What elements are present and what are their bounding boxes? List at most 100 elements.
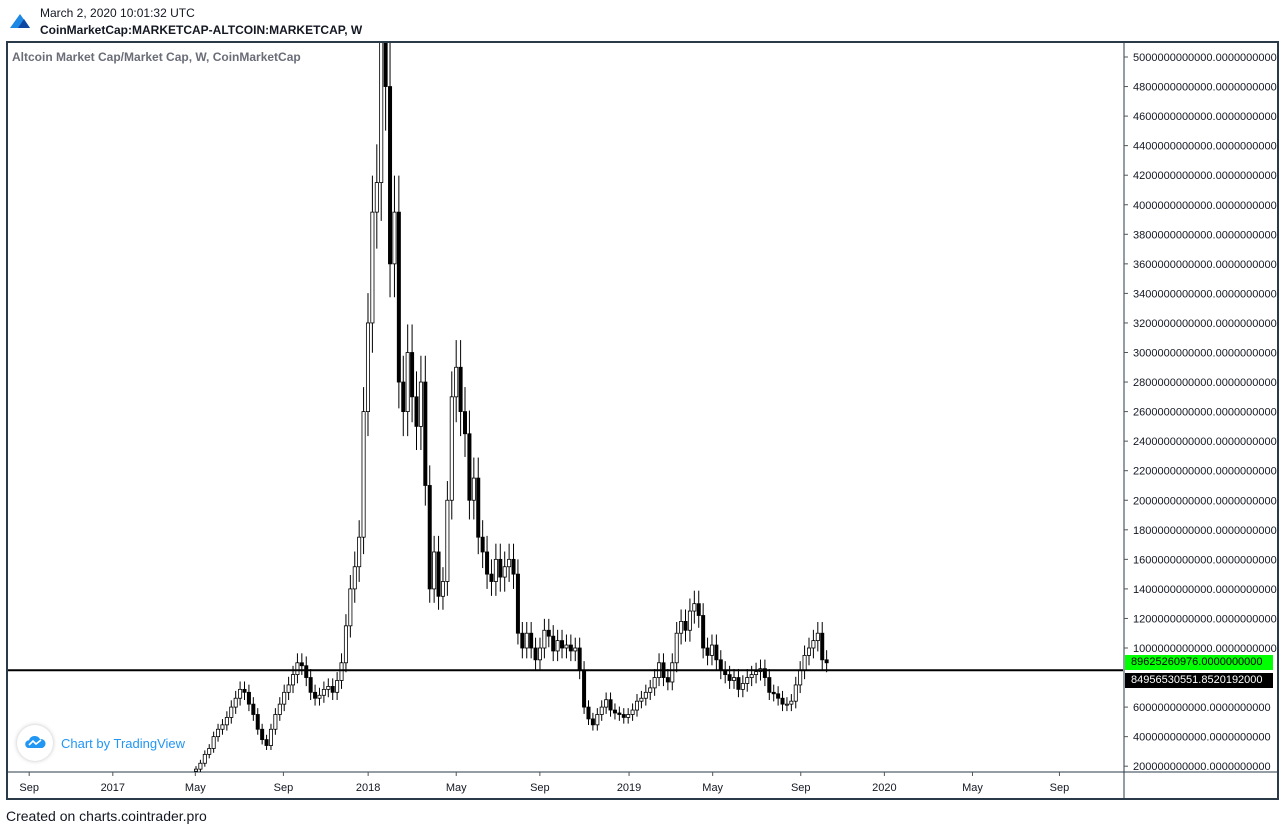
- y-tick-label: 2000000000000.0000000000: [1133, 495, 1277, 507]
- y-tick-label: 1200000000000.0000000000: [1133, 613, 1277, 625]
- x-tick-label: Sep: [530, 782, 550, 794]
- candle-body: [670, 662, 675, 683]
- candle-body: [767, 677, 772, 693]
- candle-body: [630, 709, 635, 715]
- candle-body: [687, 610, 692, 631]
- candle-body: [467, 433, 472, 501]
- candle-body: [648, 687, 653, 693]
- x-tick-label: 2020: [872, 782, 896, 794]
- candle-body: [229, 706, 234, 718]
- candle-body: [418, 381, 423, 427]
- y-tick-label: 2400000000000.0000000000: [1133, 436, 1277, 448]
- candle-body: [692, 603, 697, 612]
- y-tick-label: 5000000000000.0000000000: [1133, 52, 1277, 64]
- candle-body: [784, 703, 789, 706]
- candle-body: [463, 411, 468, 435]
- candle-body: [564, 644, 569, 649]
- candle-body: [762, 668, 767, 678]
- candle-body: [357, 536, 362, 568]
- candle-body: [709, 644, 714, 656]
- candle-body: [537, 647, 542, 661]
- candle-body: [679, 621, 684, 634]
- candle-body: [299, 662, 304, 667]
- chart-header: March 2, 2020 10:01:32 UTC CoinMarketCap…: [0, 0, 1286, 40]
- candle-body: [396, 211, 401, 383]
- candle-body: [440, 581, 445, 597]
- candle-body: [493, 558, 498, 582]
- candle-body: [458, 366, 463, 412]
- y-tick-label: 4400000000000.0000000000: [1133, 141, 1277, 153]
- candle-body: [313, 691, 318, 699]
- candle-body: [401, 381, 406, 412]
- candle-body: [507, 558, 512, 568]
- candle-body: [824, 659, 829, 664]
- candle-body: [820, 632, 825, 661]
- candle-body: [736, 677, 741, 690]
- candle-body: [551, 635, 556, 652]
- candle-body: [352, 566, 357, 590]
- x-tick-label: Sep: [1050, 782, 1070, 794]
- candle-body: [599, 706, 604, 715]
- candle-body: [701, 615, 706, 649]
- candle-body: [626, 714, 631, 718]
- candle-body: [193, 768, 198, 772]
- candle-body: [555, 640, 560, 652]
- candle-body: [617, 712, 622, 715]
- candle-body: [568, 644, 573, 652]
- candle-body: [383, 43, 388, 87]
- y-tick-label: 4600000000000.0000000000: [1133, 111, 1277, 123]
- candle-body: [489, 573, 494, 582]
- candle-body: [379, 43, 384, 183]
- footer-credit: Created on charts.cointrader.pro: [6, 808, 207, 824]
- candle-body: [207, 748, 212, 755]
- candle-body: [410, 352, 415, 398]
- candle-body: [621, 714, 626, 718]
- candle-body: [436, 551, 441, 597]
- candle-body: [365, 322, 370, 413]
- candle-body: [608, 699, 613, 711]
- candle-body: [604, 699, 609, 708]
- candle-body: [480, 536, 485, 553]
- candle-body: [771, 691, 776, 695]
- candle-body: [560, 640, 565, 649]
- candle-body: [233, 697, 238, 708]
- candle-body: [295, 662, 300, 675]
- y-tick-label: 3000000000000.0000000000: [1133, 348, 1277, 360]
- candle-body: [498, 558, 503, 578]
- candle-body: [529, 632, 534, 649]
- candle-body: [533, 647, 538, 661]
- candle-body: [291, 674, 296, 686]
- x-tick-label: May: [185, 782, 206, 794]
- hline-price-tag: 84956530551.8520192000: [1125, 673, 1273, 688]
- candle-body: [612, 709, 617, 714]
- candle-body: [277, 703, 282, 715]
- candle-body: [476, 477, 481, 538]
- candle-body: [339, 662, 344, 681]
- y-tick-label: 4800000000000.0000000000: [1133, 82, 1277, 94]
- candle-body: [251, 703, 256, 715]
- x-tick-label: 2019: [617, 782, 641, 794]
- candle-body: [471, 477, 476, 501]
- candle-body: [388, 86, 393, 265]
- y-tick-label: 1800000000000.0000000000: [1133, 525, 1277, 537]
- candle-body: [524, 632, 529, 649]
- candle-body: [577, 647, 582, 671]
- candle-body: [246, 691, 251, 705]
- y-tick-label: 200000000000.0000000000: [1133, 761, 1271, 773]
- candle-body: [705, 647, 710, 656]
- candle-body: [405, 352, 410, 412]
- candle-body: [198, 762, 203, 770]
- candle-body: [635, 700, 640, 711]
- candle-body: [546, 629, 551, 637]
- y-tick-label: 3800000000000.0000000000: [1133, 229, 1277, 241]
- candle-body: [374, 182, 379, 213]
- candle-body: [754, 671, 759, 675]
- candle-body: [639, 697, 644, 702]
- tradingview-cloud-icon: [17, 725, 53, 761]
- candle-body: [789, 700, 794, 705]
- current-price-tag: 89625260976.0000000000: [1125, 655, 1273, 670]
- candle-body: [317, 694, 322, 699]
- candle-body: [643, 691, 648, 699]
- tradingview-badge[interactable]: Chart by TradingView: [17, 724, 185, 762]
